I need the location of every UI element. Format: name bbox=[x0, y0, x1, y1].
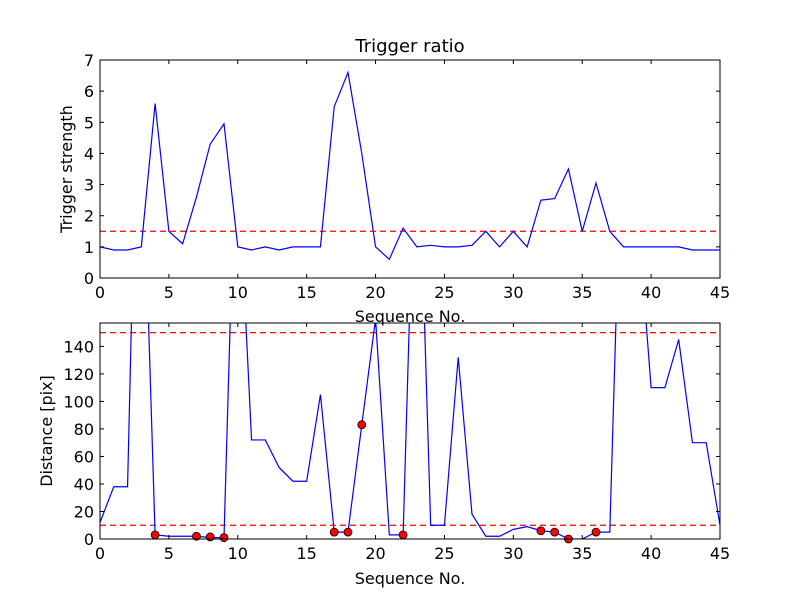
y-axis-label: Trigger strength bbox=[57, 105, 76, 234]
x-tick-label: 20 bbox=[365, 283, 385, 302]
y-tick-label: 60 bbox=[74, 447, 94, 466]
y-tick-label: 20 bbox=[74, 502, 94, 521]
x-tick-label: 25 bbox=[434, 544, 454, 563]
x-tick-label: 45 bbox=[710, 283, 730, 302]
x-tick-label: 30 bbox=[503, 283, 523, 302]
x-tick-label: 5 bbox=[164, 283, 174, 302]
y-tick-label: 80 bbox=[74, 420, 94, 439]
data-marker bbox=[192, 531, 201, 541]
data-marker bbox=[150, 530, 160, 540]
x-tick-label: 40 bbox=[641, 283, 661, 302]
x-tick-label: 15 bbox=[296, 283, 316, 302]
data-marker bbox=[591, 527, 601, 537]
x-tick-label: 10 bbox=[228, 283, 248, 302]
x-tick-label: 10 bbox=[228, 544, 248, 563]
y-tick-label: 6 bbox=[84, 82, 94, 101]
x-tick-label: 40 bbox=[641, 544, 661, 563]
x-tick-label: 15 bbox=[296, 544, 316, 563]
data-marker bbox=[357, 420, 367, 430]
y-tick-label: 5 bbox=[84, 113, 94, 132]
x-tick-label: 35 bbox=[572, 544, 592, 563]
x-axis-label: Sequence No. bbox=[355, 569, 466, 588]
x-axis-label: Sequence No. bbox=[355, 307, 466, 326]
x-tick-label: 35 bbox=[572, 283, 592, 302]
y-tick-label: 120 bbox=[63, 365, 94, 384]
x-tick-label: 25 bbox=[434, 283, 454, 302]
y-axis-label: Distance [pix] bbox=[37, 375, 56, 487]
y-tick-label: 1 bbox=[84, 238, 94, 257]
x-tick-label: 0 bbox=[95, 544, 105, 563]
series-line bbox=[100, 323, 720, 539]
data-marker bbox=[329, 527, 339, 537]
chart-title: Trigger ratio bbox=[354, 36, 464, 57]
y-tick-label: 7 bbox=[84, 51, 94, 70]
data-marker bbox=[205, 532, 215, 542]
x-tick-label: 45 bbox=[710, 544, 730, 563]
y-tick-label: 4 bbox=[84, 144, 94, 163]
x-tick-label: 0 bbox=[95, 283, 105, 302]
x-tick-label: 30 bbox=[503, 544, 523, 563]
y-tick-label: 3 bbox=[84, 176, 94, 195]
y-tick-label: 0 bbox=[84, 530, 94, 549]
y-tick-label: 100 bbox=[63, 392, 94, 411]
y-tick-label: 0 bbox=[84, 269, 94, 288]
y-tick-label: 2 bbox=[84, 207, 94, 226]
x-tick-label: 20 bbox=[365, 544, 385, 563]
y-tick-label: 140 bbox=[63, 337, 94, 356]
data-marker bbox=[550, 527, 560, 537]
axes-frame bbox=[99, 322, 721, 540]
subplot-2: 0 5 10 15 20 25 30 35 40 45 0 20 40 60 80 100 120 140 Sequ… bbox=[37, 322, 730, 588]
x-tick-label: 5 bbox=[164, 544, 174, 563]
data-marker bbox=[536, 526, 546, 536]
data-marker bbox=[398, 530, 408, 540]
axes-frame bbox=[99, 59, 721, 279]
y-tick-label: 40 bbox=[74, 475, 94, 494]
data-marker bbox=[219, 533, 229, 543]
series-line bbox=[100, 70, 720, 261]
data-marker bbox=[343, 527, 353, 537]
